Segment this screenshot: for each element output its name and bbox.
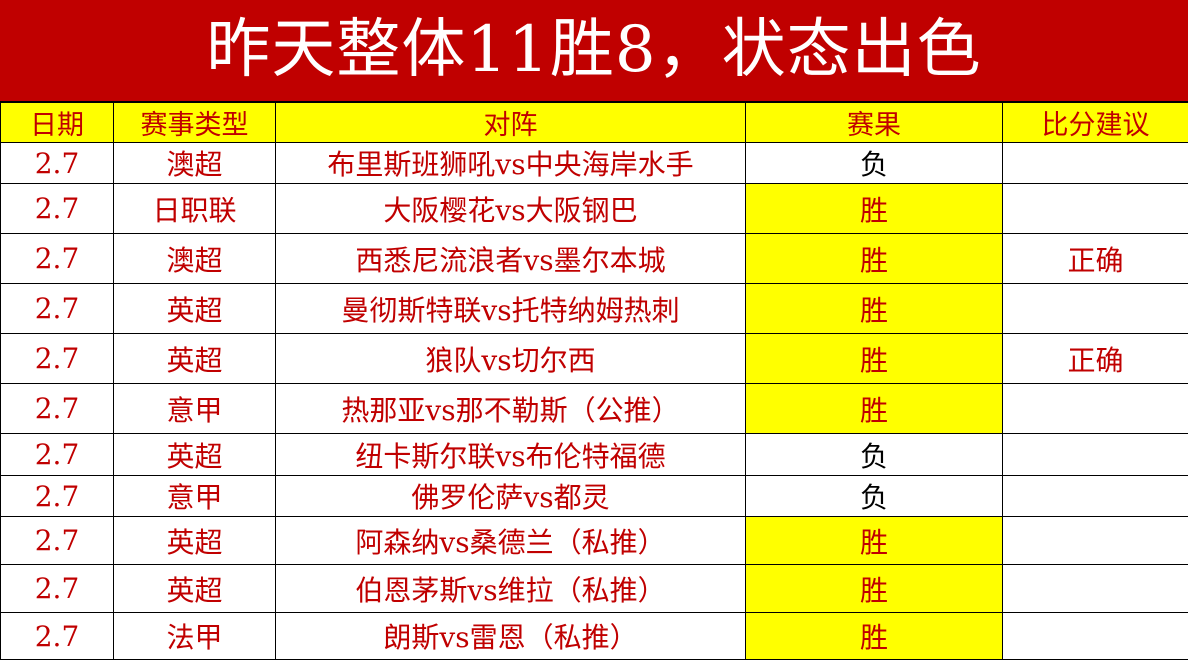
date-cell: 2.7 [1,143,114,184]
date-cell: 2.7 [1,476,114,517]
match-cell: 西悉尼流浪者vs墨尔本城 [276,234,746,284]
score-advice-cell [1003,476,1188,517]
date-cell: 2.7 [1,384,114,434]
date-cell: 2.7 [1,434,114,476]
league-cell: 澳超 [114,234,276,284]
score-advice-cell [1003,517,1188,565]
match-cell: 大阪樱花vs大阪钢巴 [276,184,746,234]
header-match: 对阵 [276,103,746,143]
page-title: 昨天整体11胜8，状态出色 [0,0,1188,102]
result-cell: 胜 [746,234,1003,284]
result-cell: 负 [746,434,1003,476]
match-cell: 佛罗伦萨vs都灵 [276,476,746,517]
league-cell: 英超 [114,334,276,384]
result-cell: 胜 [746,334,1003,384]
date-cell: 2.7 [1,284,114,334]
date-cell: 2.7 [1,517,114,565]
score-advice-cell [1003,284,1188,334]
league-cell: 日职联 [114,184,276,234]
match-cell: 布里斯班狮吼vs中央海岸水手 [276,143,746,184]
score-advice-cell [1003,184,1188,234]
date-cell: 2.7 [1,565,114,613]
result-cell: 胜 [746,384,1003,434]
result-cell: 负 [746,476,1003,517]
league-cell: 澳超 [114,143,276,184]
match-cell: 热那亚vs那不勒斯（公推） [276,384,746,434]
result-cell: 胜 [746,565,1003,613]
league-cell: 英超 [114,434,276,476]
score-advice-cell [1003,565,1188,613]
result-cell: 负 [746,143,1003,184]
score-advice-cell [1003,143,1188,184]
league-cell: 意甲 [114,476,276,517]
header-row: 日期 赛事类型 对阵 赛果 比分建议 [1,103,1188,143]
header-date: 日期 [1,103,114,143]
result-cell: 胜 [746,517,1003,565]
league-cell: 英超 [114,517,276,565]
date-cell: 2.7 [1,334,114,384]
match-cell: 曼彻斯特联vs托特纳姆热刺 [276,284,746,334]
result-cell: 胜 [746,184,1003,234]
match-cell: 伯恩茅斯vs维拉（私推） [276,565,746,613]
header-score-advice: 比分建议 [1003,103,1188,143]
result-cell: 胜 [746,284,1003,334]
score-advice-cell: 正确 [1003,234,1188,284]
match-cell: 纽卡斯尔联vs布伦特福德 [276,434,746,476]
league-cell: 法甲 [114,613,276,660]
league-cell: 意甲 [114,384,276,434]
league-cell: 英超 [114,565,276,613]
header-league: 赛事类型 [114,103,276,143]
match-cell: 阿森纳vs桑德兰（私推） [276,517,746,565]
match-cell: 狼队vs切尔西 [276,334,746,384]
match-cell: 朗斯vs雷恩（私推） [276,613,746,660]
result-cell: 胜 [746,613,1003,660]
header-result: 赛果 [746,103,1003,143]
date-cell: 2.7 [1,234,114,284]
score-advice-cell [1003,613,1188,660]
date-cell: 2.7 [1,613,114,660]
score-advice-cell: 正确 [1003,334,1188,384]
score-advice-cell [1003,434,1188,476]
score-advice-cell [1003,384,1188,434]
date-cell: 2.7 [1,184,114,234]
league-cell: 英超 [114,284,276,334]
